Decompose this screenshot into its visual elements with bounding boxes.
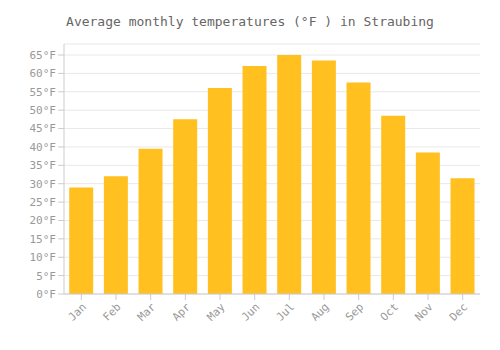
svg-text:Oct: Oct <box>378 300 401 323</box>
svg-text:40°F: 40°F <box>30 141 57 154</box>
svg-text:Aug: Aug <box>308 300 331 323</box>
svg-text:20°F: 20°F <box>30 214 57 227</box>
svg-text:35°F: 35°F <box>30 159 57 172</box>
svg-text:5°F: 5°F <box>36 270 56 283</box>
svg-text:Jan: Jan <box>66 300 89 323</box>
svg-text:50°F: 50°F <box>30 104 57 117</box>
html-text:Average monthly temperatures (: Average monthly temperatures (°F ) in St… <box>66 14 434 29</box>
svg-text:45°F: 45°F <box>30 122 57 135</box>
svg-text:May: May <box>204 300 228 324</box>
svg-text:Sep: Sep <box>343 300 366 323</box>
svg-text:60°F: 60°F <box>30 67 57 80</box>
svg-text:Mar: Mar <box>135 300 159 324</box>
svg-text:Apr: Apr <box>170 300 194 324</box>
svg-text:30°F: 30°F <box>30 178 57 191</box>
svg-text:10°F: 10°F <box>30 251 57 264</box>
svg-text:15°F: 15°F <box>30 233 57 246</box>
svg-text:Dec: Dec <box>447 300 470 323</box>
svg-text:65°F: 65°F <box>30 49 57 62</box>
svg-text:Jun: Jun <box>239 300 262 323</box>
svg-text:0°F: 0°F <box>36 288 56 301</box>
svg-text:55°F: 55°F <box>30 86 57 99</box>
svg-text:Nov: Nov <box>412 300 436 324</box>
svg-text:25°F: 25°F <box>30 196 57 209</box>
svg-text:Jul: Jul <box>274 300 297 323</box>
svg-text:Feb: Feb <box>100 300 123 323</box>
